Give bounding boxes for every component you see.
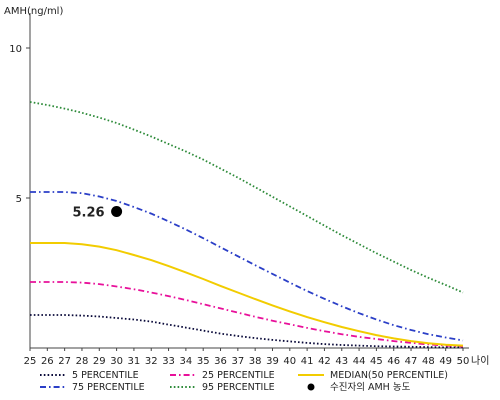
x-tick-label: 43 [335,356,348,367]
y-ticks: 5 10 [9,44,30,205]
series-line [30,191,464,342]
annotation-layer: 5.26 [73,206,123,221]
x-tick-label: 27 [58,356,71,367]
series-line [29,101,464,294]
y-tick-label: 10 [9,44,22,55]
x-tick-label: 47 [405,356,418,367]
legend-label: 75 PERCENTILE [72,382,145,393]
x-tick-label: 37 [231,356,244,367]
x-tick-label: 38 [249,356,262,367]
x-tick-label: 45 [370,356,383,367]
series-line [30,281,464,348]
x-axis: 25 26 27 28 29 30 31 32 33 34 35 36 37 38 39 40 41 42 43 44… [24,347,489,367]
x-tick-label: 49 [439,356,452,367]
x-tick-label: 29 [93,356,106,367]
series-line [30,314,463,349]
x-tick-label: 42 [318,356,331,367]
x-tick-label: 31 [128,356,141,367]
legend-point-marker [307,383,315,391]
x-tick-label: 34 [180,356,193,367]
x-axis-title: 나이 [471,355,489,367]
patient-amh-value-label: 5.26 [73,206,105,221]
x-tick-label: 35 [197,356,210,367]
legend: 5 PERCENTILE 25 PERCENTILE MEDIAN(50 PERCE… [40,370,448,393]
x-tick-label: 26 [41,356,54,367]
x-tick-label: 36 [214,356,227,367]
x-tick-label: 44 [353,356,366,367]
x-tick-label: 40 [283,356,296,367]
x-tick-label: 50 [457,356,470,367]
patient-amh-point [111,206,123,217]
x-tick-label: 48 [422,356,435,367]
legend-label: 5 PERCENTILE [72,370,139,381]
x-tick-label: 32 [145,356,158,367]
legend-label: 수진자의 AMH 농도 [330,382,411,393]
x-tick-label: 41 [301,356,314,367]
legend-label: 25 PERCENTILE [202,370,275,381]
x-tick-label: 25 [24,356,37,367]
x-tick-label: 33 [162,356,175,367]
legend-label: 95 PERCENTILE [202,382,275,393]
series-layer [29,101,464,349]
y-axis: AMH(ng/ml) 5 10 [4,6,63,348]
y-axis-title: AMH(ng/ml) [4,6,63,17]
x-tick-label: 46 [387,356,400,367]
x-tick-label: 28 [76,356,89,367]
x-tick-label: 30 [110,356,123,367]
legend-label: MEDIAN(50 PERCENTILE) [330,370,448,381]
x-ticks: 25 26 27 28 29 30 31 32 33 34 35 36 37 38 39 40 41 42 43 44… [24,348,470,367]
y-tick-label: 5 [16,194,22,205]
x-tick-label: 39 [266,356,279,367]
series-line [30,242,464,347]
